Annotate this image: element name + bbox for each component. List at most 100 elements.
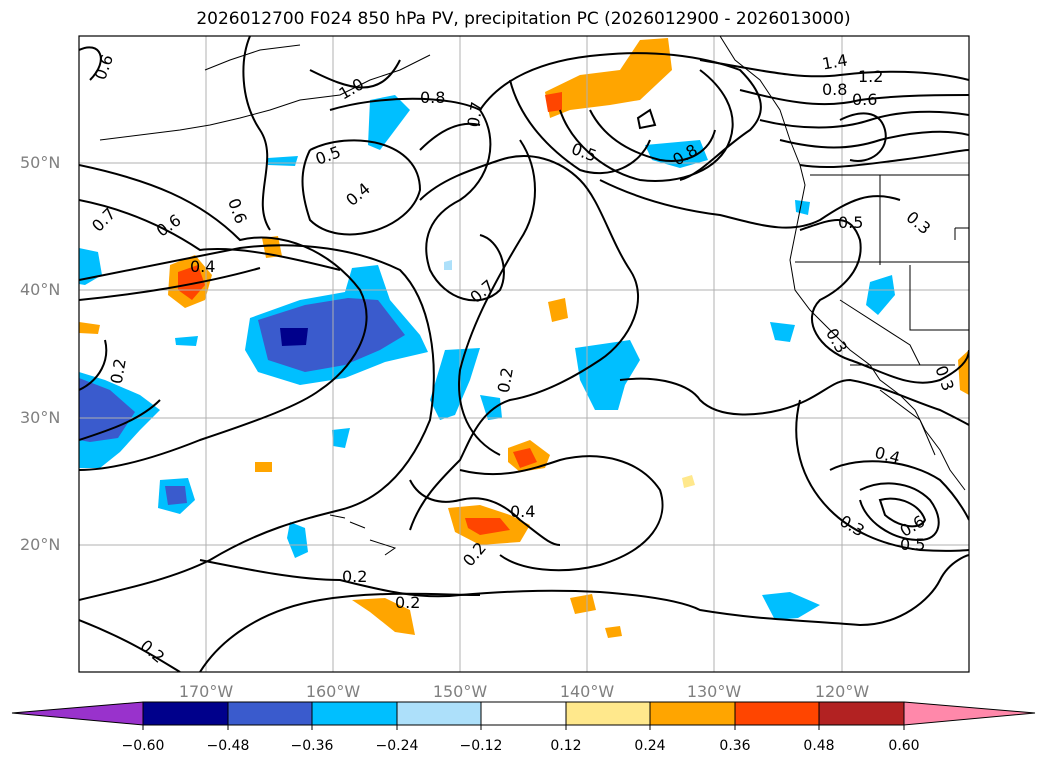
colorbar-tick-label: −0.24 (375, 738, 419, 754)
precip-negative-area (368, 95, 410, 150)
precip-positive-area (545, 38, 672, 118)
colorbar-segment (565, 701, 651, 726)
contour-label: 0.3 (903, 207, 935, 238)
contour-label: 0.8 (420, 88, 445, 107)
contour-label: 1.4 (821, 50, 849, 73)
map-title: 2026012700 F024 850 hPa PV, precipitatio… (196, 9, 851, 29)
contour-line (799, 149, 969, 169)
colorbar-tick-label: −0.60 (121, 738, 165, 754)
colorbar-segment (142, 701, 229, 726)
precip-negative-area (866, 275, 895, 315)
precip-positive-area (255, 462, 272, 472)
colorbar-tick-label: 0.36 (719, 738, 751, 754)
contour-label: 0.4 (873, 443, 903, 468)
precip-negative-area (795, 200, 810, 215)
colorbar-segment (227, 701, 313, 726)
precip-negative-area (575, 340, 640, 410)
contour-label: 0.6 (153, 210, 185, 240)
contour-line (79, 339, 108, 391)
colorbar-segment (649, 701, 736, 726)
lon-label: 160°W (305, 682, 361, 701)
colorbar-extend-high (903, 701, 1036, 726)
contour-line (759, 110, 969, 129)
lon-label: 120°W (814, 682, 870, 701)
contour-line (309, 59, 401, 89)
colorbar (11, 701, 1036, 730)
contour-label: 0.7 (466, 276, 498, 307)
contour-line (799, 219, 969, 384)
contour-line (419, 122, 481, 151)
precip-negative-area (770, 322, 795, 342)
map-frame (78, 35, 970, 673)
colorbar-tick-label: 0.12 (550, 738, 582, 754)
contour-label: 0.3 (836, 511, 868, 540)
precip-negative-area (287, 522, 308, 558)
lat-label: 30°N (20, 408, 61, 427)
contour-line (409, 155, 640, 531)
lon-label: 150°W (432, 682, 488, 701)
colorbar-tick-label: −0.36 (290, 738, 334, 754)
contour-line (79, 267, 261, 301)
colorbar-segment (818, 701, 905, 726)
contour-line (779, 130, 969, 149)
precip-negative-area (258, 298, 405, 372)
contour-line (699, 59, 969, 81)
contour-label: 0.3 (931, 363, 958, 393)
graticule (79, 36, 969, 672)
contour-line (829, 460, 969, 521)
lat-label: 50°N (20, 153, 61, 172)
contour-line (458, 139, 536, 456)
precip-positive-area (178, 265, 205, 300)
contour-line (79, 619, 181, 672)
lon-label: 140°W (559, 682, 615, 701)
contour-line (636, 108, 657, 130)
contour-label: 0.4 (190, 257, 215, 276)
contour-line (79, 244, 435, 601)
precip-positive-area (352, 598, 415, 635)
contour-label: 0.7 (464, 100, 487, 128)
contour-line (878, 497, 927, 528)
precip-positive-area (605, 626, 622, 638)
precip-positive-area (444, 260, 452, 270)
contour-line (329, 97, 505, 302)
contour-line (559, 69, 734, 182)
contour-label: 0.2 (494, 366, 517, 394)
contour-label: 0.6 (852, 90, 877, 109)
colorbar-tick-label: 0.24 (634, 738, 666, 754)
contour-line (459, 455, 664, 572)
contour-line (79, 199, 341, 271)
colorbar-tick-label: −0.48 (206, 738, 250, 754)
precip-positive-area (513, 448, 537, 468)
colorbar-segment (311, 701, 398, 726)
contour-line (79, 46, 102, 81)
contour-line (409, 479, 561, 546)
contour-line (242, 36, 271, 231)
contour-label: 0.3 (822, 325, 851, 357)
colorbar-ticks (142, 725, 905, 730)
contour-label: 0.6 (224, 196, 251, 226)
colorbar-segment (734, 701, 820, 726)
contour-label: 0.4 (510, 502, 535, 521)
colorbar-tick-label: 0.60 (888, 738, 920, 754)
lat-label: 20°N (20, 535, 61, 554)
contour-line (839, 112, 887, 162)
contour-label: 1.2 (858, 67, 883, 86)
contour-line (739, 89, 969, 106)
lon-label: 130°W (686, 682, 742, 701)
pv-contours (79, 36, 969, 672)
contour-line (79, 399, 161, 441)
contour-label: 0.5 (900, 535, 925, 554)
lat-label: 40°N (20, 280, 61, 299)
colorbar-segment (480, 701, 567, 726)
contour-line (795, 399, 969, 552)
contour-line (599, 179, 901, 229)
precip-positive-area (262, 236, 282, 258)
contour-label: 0.5 (569, 139, 599, 166)
contour-label: 0.4 (342, 179, 374, 210)
colorbar-extend-low (11, 701, 144, 726)
contour-line (619, 377, 969, 426)
contour-label: 0.2 (342, 567, 367, 586)
precip-positive-area (682, 475, 695, 488)
precip-negative-area (332, 428, 350, 448)
colorbar-tick-label: −0.12 (459, 738, 503, 754)
